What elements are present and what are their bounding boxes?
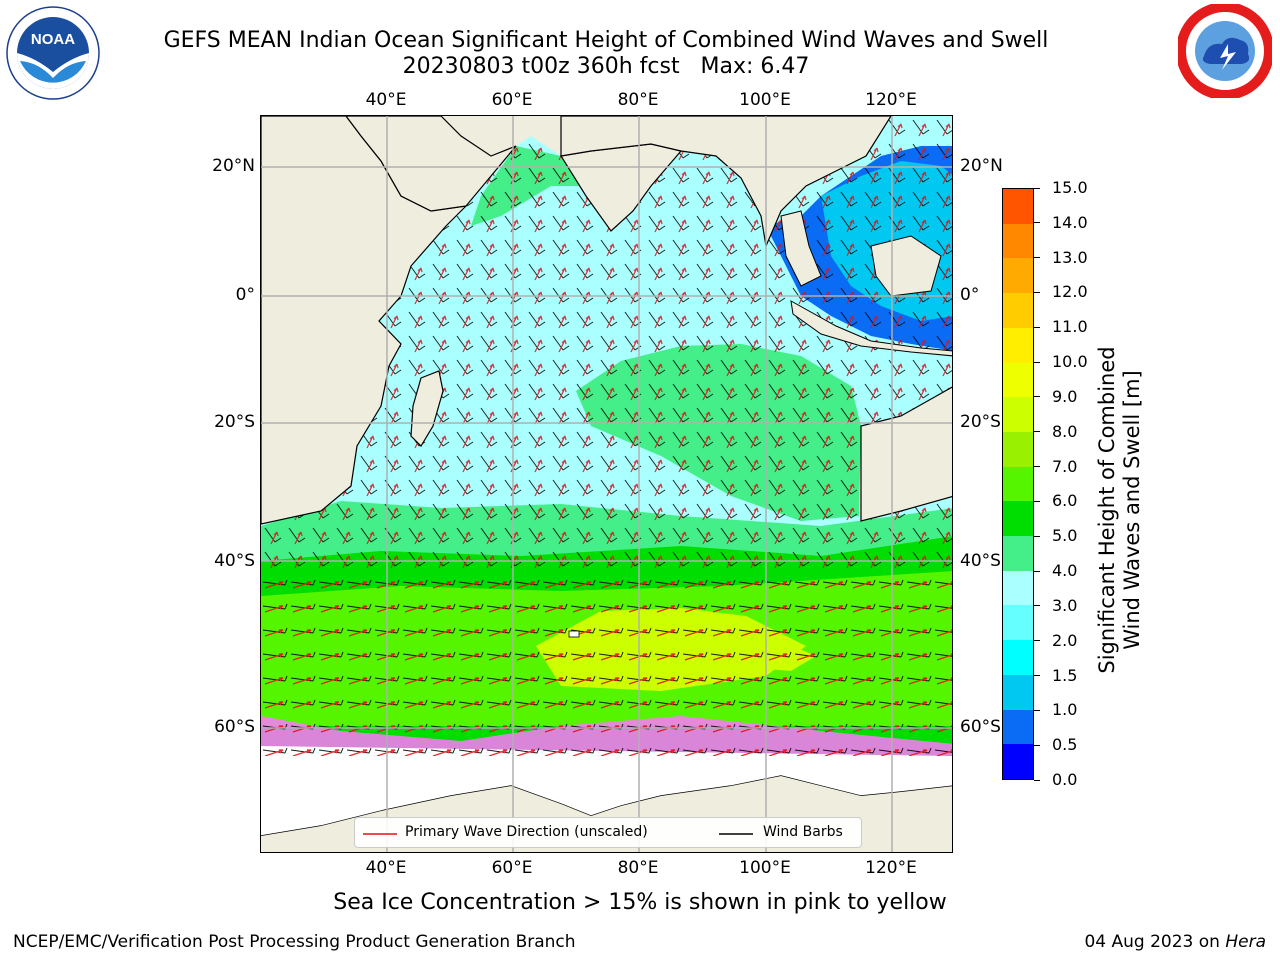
lat-tick-right-40s: 40°S	[960, 551, 1001, 571]
colorbar-tick	[1034, 605, 1040, 607]
colorbar-tick-label: 0.0	[1052, 770, 1078, 789]
colorbar-segment	[1003, 293, 1033, 328]
lon-tick-top-100e: 100°E	[739, 90, 791, 110]
lon-tick-bottom-60e: 60°E	[491, 858, 533, 878]
colorbar-tick-label: 7.0	[1052, 456, 1078, 476]
colorbar-tick-label: 1.0	[1052, 700, 1078, 720]
lon-tick-bottom-80e: 80°E	[617, 858, 659, 878]
colorbar-tick-label: 11.0	[1052, 317, 1088, 337]
colorbar-tick-label: 15.0	[1052, 178, 1088, 197]
colorbar-tick	[1034, 257, 1040, 259]
colorbar-tick	[1034, 361, 1040, 363]
colorbar-tick	[1034, 744, 1040, 746]
colorbar-tick-label: 5.0	[1052, 526, 1078, 546]
colorbar-segment	[1003, 709, 1033, 745]
lat-tick-left-20s: 20°S	[214, 412, 255, 432]
colorbar-tick	[1034, 396, 1040, 398]
lon-tick-bottom-100e: 100°E	[739, 858, 791, 878]
lon-tick-top-60e: 60°E	[491, 90, 533, 110]
lon-tick-top-40e: 40°E	[365, 90, 407, 110]
footer-date: 04 Aug 2023 on Hera	[1084, 932, 1266, 952]
lat-tick-left-60s: 60°S	[214, 717, 255, 737]
colorbar-tick-label: 12.0	[1052, 282, 1088, 302]
colorbar-tick-label: 14.0	[1052, 212, 1088, 232]
lat-tick-right-20s: 20°S	[960, 412, 1001, 432]
colorbar-tick-label: 8.0	[1052, 421, 1078, 441]
colorbar-segment	[1003, 189, 1033, 224]
colorbar-segment	[1003, 674, 1033, 710]
colorbar-tick-label: 13.0	[1052, 247, 1088, 267]
colorbar-title-line1: Significant Height of Combined	[1095, 346, 1119, 674]
colorbar-segment	[1003, 466, 1033, 502]
lat-tick-left-40s: 40°S	[214, 551, 255, 571]
wind-legend-label: Wind Barbs	[763, 824, 843, 840]
colorbar-tick	[1034, 500, 1040, 502]
colorbar-segment	[1003, 223, 1033, 259]
chart-title: GEFS MEAN Indian Ocean Significant Heigh…	[163, 28, 1049, 53]
map-legend: Primary Wave Direction (unscaled) Wind B…	[354, 817, 862, 848]
colorbar-tick	[1034, 431, 1040, 433]
colorbar-tick-label: 10.0	[1052, 352, 1088, 372]
lon-tick-top-120e: 120°E	[865, 90, 917, 110]
lat-tick-left-20n: 20°N	[212, 156, 255, 176]
lon-tick-bottom-40e: 40°E	[365, 858, 407, 878]
map-canvas	[261, 116, 952, 852]
colorbar-segment	[1003, 570, 1033, 606]
nws-logo	[1178, 4, 1272, 98]
colorbar-tick	[1034, 535, 1040, 537]
colorbar-tick	[1034, 640, 1040, 642]
lon-tick-bottom-120e: 120°E	[865, 858, 917, 878]
colorbar-title: Significant Height of Combined Wind Wave…	[1095, 300, 1145, 720]
colorbar-segment	[1003, 327, 1033, 363]
colorbar-tick-label: 0.5	[1052, 735, 1078, 755]
colorbar-tick	[1034, 187, 1040, 189]
colorbar-tick-label: 9.0	[1052, 386, 1078, 406]
lat-tick-right-60s: 60°S	[960, 717, 1001, 737]
colorbar-tick	[1034, 291, 1040, 293]
colorbar-tick-label: 4.0	[1052, 561, 1078, 581]
noaa-logo-text: NOAA	[31, 31, 75, 48]
colorbar-tick	[1034, 779, 1040, 781]
colorbar-segment	[1003, 362, 1033, 398]
colorbar-title-line2: Wind Waves and Swell [m]	[1120, 370, 1144, 650]
wave-legend-label: Primary Wave Direction (unscaled)	[405, 824, 648, 840]
lat-tick-right-0: 0°	[960, 285, 980, 305]
footer-credit: NCEP/EMC/Verification Post Processing Pr…	[13, 932, 576, 952]
lon-tick-top-80e: 80°E	[617, 90, 659, 110]
colorbar-tick-label: 2.0	[1052, 630, 1078, 650]
colorbar-segment	[1003, 640, 1033, 675]
colorbar-tick-label: 6.0	[1052, 491, 1078, 511]
colorbar-segment	[1003, 397, 1033, 432]
colorbar-segment	[1003, 605, 1033, 641]
colorbar-tick	[1034, 675, 1040, 677]
colorbar-segment	[1003, 501, 1033, 537]
colorbar-tick	[1034, 709, 1040, 711]
colorbar-tick	[1034, 570, 1040, 572]
footer-date-text: 04 Aug 2023 on	[1084, 932, 1226, 952]
sea-ice-caption: Sea Ice Concentration > 15% is shown in …	[333, 890, 947, 915]
lat-tick-right-20n: 20°N	[960, 156, 1003, 176]
noaa-logo: NOAA	[6, 6, 100, 100]
colorbar-tick	[1034, 222, 1040, 224]
wind-legend-line	[719, 833, 753, 835]
colorbar-tick	[1034, 326, 1040, 328]
wave-legend-line	[363, 833, 397, 835]
colorbar	[1002, 188, 1034, 780]
colorbar-tick-label: 1.5	[1052, 665, 1078, 685]
colorbar-segment	[1003, 744, 1033, 779]
map-panel: Primary Wave Direction (unscaled) Wind B…	[260, 115, 953, 853]
colorbar-tick-label: 3.0	[1052, 595, 1078, 615]
colorbar-segment	[1003, 258, 1033, 294]
chart-subtitle: 20230803 t00z 360h fcst Max: 6.47	[402, 54, 810, 79]
colorbar-segment	[1003, 431, 1033, 467]
colorbar-segment	[1003, 536, 1033, 571]
lat-tick-left-0: 0°	[235, 285, 255, 305]
colorbar-tick	[1034, 466, 1040, 468]
footer-machine: Hera	[1225, 932, 1266, 952]
